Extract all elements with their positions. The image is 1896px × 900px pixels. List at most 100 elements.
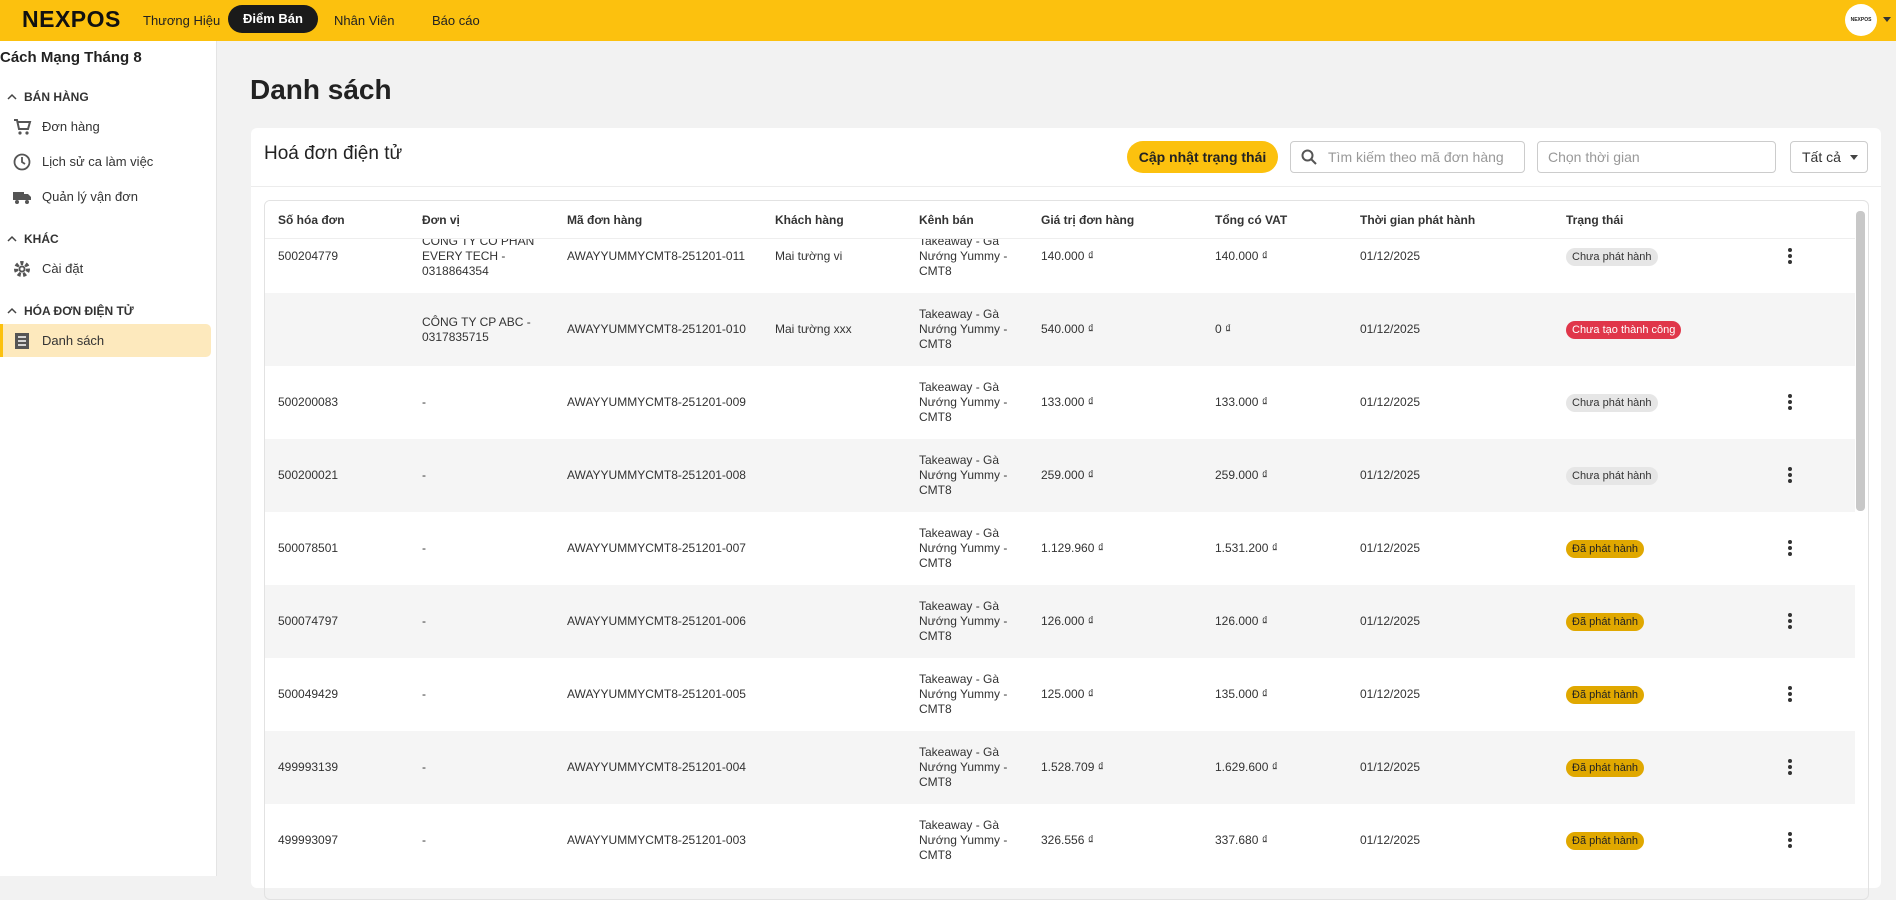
menu-dot [1788, 698, 1792, 702]
update-status-button[interactable]: Cập nhật trạng thái [1127, 141, 1278, 173]
menu-item[interactable]: Cài đặt [42, 261, 84, 276]
cell: AWAYYUMMYCMT8-251201-006 [567, 585, 767, 658]
section-chevron[interactable] [7, 307, 17, 315]
order-code: AWAYYUMMYCMT8-251201-010 [567, 322, 746, 336]
cell: 1.531.200 ₫ [1215, 512, 1355, 585]
cell: 499993097 [278, 804, 418, 877]
card-title: Hoá đơn điện tử [264, 143, 403, 164]
table-header: Số hóa đơn Đơn vị Mã đơn hàng Khách hàng Kên… [265, 201, 1855, 239]
nav-item[interactable]: Thương Hiệu [143, 13, 221, 28]
cell: Takeaway - Gà Nướng Yummy - CMT8 [919, 366, 1019, 439]
table-row: 500200021 - AWAYYUMMYCMT8-251201-008 Takeaw… [265, 439, 1855, 512]
row-menu[interactable] [1787, 247, 1793, 265]
cell: 326.556 ₫ [1041, 804, 1211, 877]
unit: CÔNG TY CP ABC - 0317835715 [422, 314, 531, 344]
cell: 135.000 ₫ [1215, 658, 1355, 731]
unit: - [422, 833, 426, 847]
unit: - [422, 760, 426, 774]
row-menu[interactable] [1787, 466, 1793, 484]
section-title[interactable]: HÓA ĐƠN ĐIỆN TỬ [24, 304, 134, 318]
invoice-no: 500200083 [278, 395, 339, 409]
cell: 500074797 [278, 585, 418, 658]
menu-dot [1788, 625, 1792, 629]
section-chevron[interactable] [7, 235, 17, 243]
nav-item[interactable]: Điểm Bán [228, 5, 318, 33]
cell: Chưa phát hành [1566, 439, 1658, 512]
channel: Takeaway - Gà Nướng Yummy - CMT8 [919, 672, 1008, 716]
column-header: Trạng thái [1566, 213, 1624, 227]
page-title: Danh sách [250, 74, 392, 105]
cell: 01/12/2025 [1360, 731, 1560, 804]
menu-item[interactable]: Đơn hàng [42, 119, 100, 134]
column-header: Đơn vị [422, 213, 460, 227]
menu-dot [1788, 254, 1792, 258]
section-chevron[interactable] [7, 93, 17, 101]
menu-item[interactable]: Lịch sử ca làm việc [42, 154, 154, 169]
status-badge: Đã phát hành [1566, 685, 1645, 704]
card: Hoá đơn điện tử Cập nhật trạng thái Tìm … [251, 128, 1881, 900]
menu-dot [1788, 613, 1792, 617]
order-code: AWAYYUMMYCMT8-251201-009 [567, 395, 746, 409]
filter-select[interactable]: Tất cả [1790, 141, 1868, 173]
avatar[interactable]: NEXPOS [1845, 4, 1877, 36]
menu-dot [1788, 686, 1792, 690]
sidebar: Cách Mạng Tháng 8 BÁN HÀNG Đơn hàng Lịch s… [0, 41, 217, 876]
total-vat: 140.000 ₫ [1215, 249, 1268, 263]
section-title[interactable]: BÁN HÀNG [24, 90, 89, 104]
cell: CÔNG TY CP ABC - 0317835715 [422, 293, 557, 366]
row-menu[interactable] [1787, 831, 1793, 849]
cell: AWAYYUMMYCMT8-251201-005 [567, 658, 767, 731]
cell: 126.000 ₫ [1215, 585, 1355, 658]
cell: Takeaway - Gà Nướng Yummy - CMT8 [919, 239, 1019, 293]
menu-dot [1788, 400, 1792, 404]
column-header: Giá trị đơn hàng [1041, 213, 1135, 227]
status-badge: Chưa phát hành [1566, 247, 1658, 266]
total-vat: 1.531.200 ₫ [1215, 541, 1278, 555]
menu-dot [1788, 473, 1792, 477]
column-header: Khách hàng [775, 213, 844, 227]
channel: Takeaway - Gà Nướng Yummy - CMT8 [919, 307, 1008, 351]
column-header: Tổng có VAT [1215, 213, 1288, 227]
cell: 500204779 [278, 239, 418, 293]
invoice-no: 499993097 [278, 833, 339, 847]
cell: Chưa phát hành [1566, 239, 1658, 293]
search-input[interactable]: Tìm kiếm theo mã đơn hàng [1290, 141, 1525, 173]
scrollbar[interactable] [1856, 211, 1865, 511]
row-menu[interactable] [1787, 685, 1793, 703]
cell: 500200083 [278, 366, 418, 439]
menu-item[interactable]: Quản lý vận đơn [42, 189, 138, 204]
cell: Takeaway - Gà Nướng Yummy - CMT8 [919, 439, 1019, 512]
filter-value: Tất cả [1802, 149, 1841, 165]
cell: - [422, 804, 557, 877]
cell: 01/12/2025 [1360, 585, 1560, 658]
order-code: AWAYYUMMYCMT8-251201-004 [567, 760, 746, 774]
cell: 0 ₫ [1215, 293, 1355, 366]
row-menu[interactable] [1787, 758, 1793, 776]
menu-dot [1788, 838, 1792, 842]
menu-item[interactable]: Danh sách [42, 333, 105, 348]
menu-dot [1788, 467, 1792, 471]
row-menu[interactable] [1787, 539, 1793, 557]
active-item-bg [0, 324, 211, 357]
row-menu[interactable] [1787, 393, 1793, 411]
customer: Mai tường vi [775, 249, 843, 263]
table-row: 500074797 - AWAYYUMMYCMT8-251201-006 Takeaw… [265, 585, 1855, 658]
row-menu[interactable] [1787, 612, 1793, 630]
order-code: AWAYYUMMYCMT8-251201-011 [567, 249, 746, 263]
section-title[interactable]: KHÁC [24, 232, 59, 246]
logo[interactable]: NEXPOS [22, 6, 121, 32]
menu-dot [1788, 771, 1792, 775]
nav-item[interactable]: Báo cáo [432, 13, 480, 28]
table-row: 499993097 - AWAYYUMMYCMT8-251201-003 Takeaw… [265, 804, 1855, 877]
status-badge: Đã phát hành [1566, 612, 1645, 631]
nav-item[interactable]: Nhân Viên [334, 13, 395, 28]
cell: 500200021 [278, 439, 418, 512]
cell: AWAYYUMMYCMT8-251201-007 [567, 512, 767, 585]
time-input[interactable]: Chọn thời gian [1537, 141, 1776, 173]
menu-icon [15, 333, 29, 349]
menu-dot [1788, 546, 1792, 550]
menu-dot [1788, 692, 1792, 696]
order-value: 133.000 ₫ [1041, 395, 1094, 409]
menu-icon [13, 153, 31, 171]
cell: Mai tường xxx [775, 293, 915, 366]
